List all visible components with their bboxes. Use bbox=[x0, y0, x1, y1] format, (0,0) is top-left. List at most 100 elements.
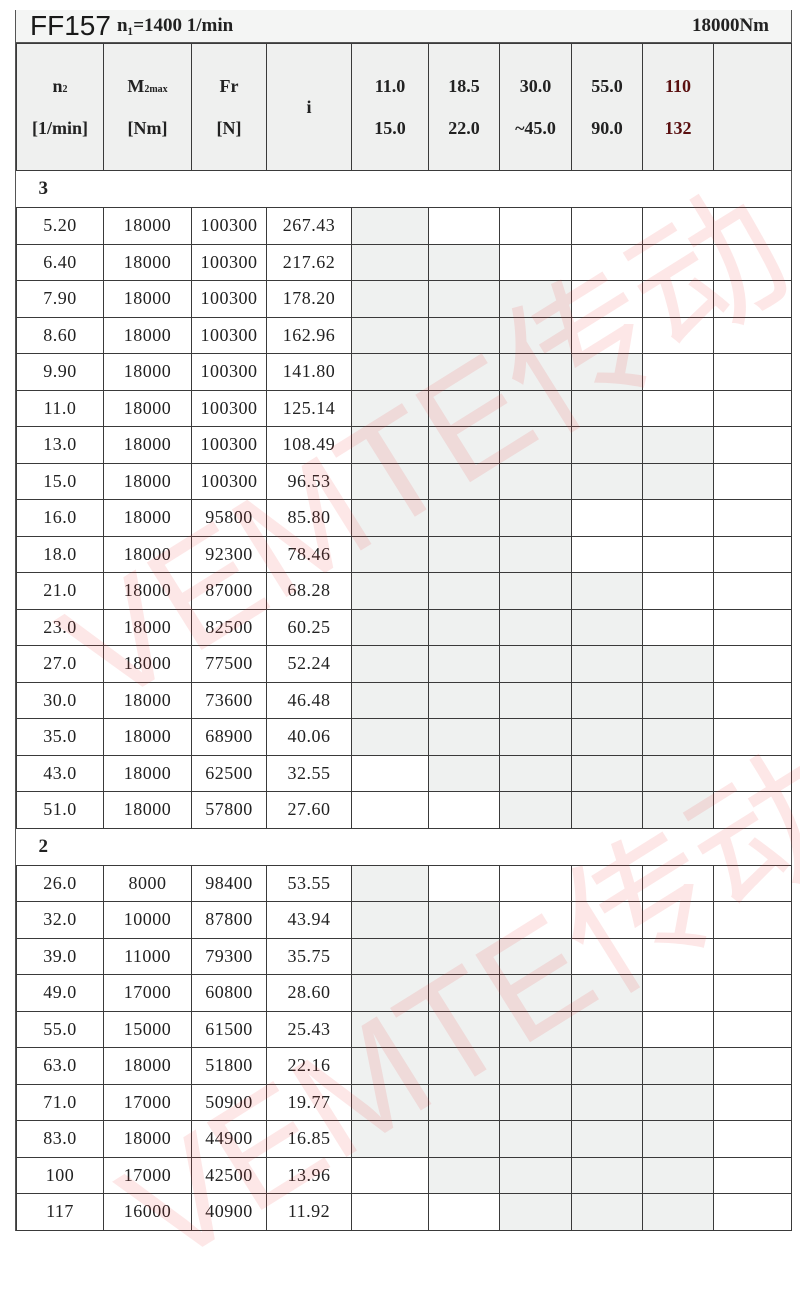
cell-n2: 49.0 bbox=[16, 974, 104, 1012]
motor-power-cell bbox=[499, 718, 572, 756]
table-row: 18.0 18000 92300 78.46 bbox=[16, 535, 792, 573]
motor-power-cell bbox=[571, 353, 643, 391]
cell-fr: 50900 bbox=[191, 1083, 267, 1121]
motor-power-cell bbox=[428, 243, 500, 281]
header-line2: ~45.0 bbox=[515, 118, 556, 138]
motor-power-cell bbox=[351, 207, 429, 245]
table-row: 8.60 18000 100300 162.96 bbox=[16, 316, 792, 354]
cell-fr: 73600 bbox=[191, 681, 267, 719]
cell-fr: 62500 bbox=[191, 754, 267, 792]
motor-power-cell bbox=[571, 1083, 643, 1121]
cell-i: 85.80 bbox=[266, 499, 352, 537]
cell-i: 11.92 bbox=[266, 1193, 352, 1231]
motor-power-cell bbox=[713, 1156, 792, 1194]
motor-power-cell bbox=[428, 608, 500, 646]
motor-power-cell bbox=[428, 535, 500, 573]
motor-power-cell bbox=[571, 681, 643, 719]
motor-power-cell bbox=[713, 1193, 792, 1231]
cell-m2: 17000 bbox=[103, 1083, 192, 1121]
cell-m2: 18000 bbox=[103, 389, 192, 427]
table-row: 100 17000 42500 13.96 bbox=[16, 1156, 792, 1194]
performance-table-container: FF157 n₁=1400 1/min 18000Nm n2 [1/min] M2m… bbox=[15, 10, 792, 1231]
cell-i: 53.55 bbox=[266, 864, 352, 902]
table-row: 7.90 18000 100300 178.20 bbox=[16, 280, 792, 318]
motor-power-cell bbox=[571, 462, 643, 500]
motor-power-cell bbox=[499, 1156, 572, 1194]
cell-i: 32.55 bbox=[266, 754, 352, 792]
motor-power-cell bbox=[713, 1010, 792, 1048]
cell-m2: 18000 bbox=[103, 754, 192, 792]
cell-fr: 57800 bbox=[191, 791, 267, 829]
table-row: 30.0 18000 73600 46.48 bbox=[16, 681, 792, 719]
motor-power-cell bbox=[642, 353, 714, 391]
cell-n2: 15.0 bbox=[16, 462, 104, 500]
motor-power-cell bbox=[713, 974, 792, 1012]
cell-n2: 6.40 bbox=[16, 243, 104, 281]
motor-power-cell bbox=[713, 901, 792, 939]
table-row: 49.0 17000 60800 28.60 bbox=[16, 974, 792, 1012]
motor-power-cell bbox=[571, 243, 643, 281]
motor-power-cell bbox=[499, 754, 572, 792]
motor-power-cell bbox=[713, 499, 792, 537]
cell-m2: 18000 bbox=[103, 1120, 192, 1158]
cell-m2: 18000 bbox=[103, 718, 192, 756]
cell-fr: 79300 bbox=[191, 937, 267, 975]
cell-i: 141.80 bbox=[266, 353, 352, 391]
motor-power-cell bbox=[499, 280, 572, 318]
motor-power-cell bbox=[428, 937, 500, 975]
cell-i: 162.96 bbox=[266, 316, 352, 354]
column-header: n2 [1/min] bbox=[16, 43, 104, 171]
table-row: 39.0 11000 79300 35.75 bbox=[16, 937, 792, 975]
motor-power-cell bbox=[351, 791, 429, 829]
motor-power-cell bbox=[428, 864, 500, 902]
motor-power-cell bbox=[713, 535, 792, 573]
cell-fr: 100300 bbox=[191, 207, 267, 245]
table-row: 21.0 18000 87000 68.28 bbox=[16, 572, 792, 610]
header-line1: 55.0 bbox=[591, 76, 623, 96]
motor-power-cell bbox=[713, 1047, 792, 1085]
motor-power-cell bbox=[499, 243, 572, 281]
cell-n2: 16.0 bbox=[16, 499, 104, 537]
motor-power-cell bbox=[713, 353, 792, 391]
motor-power-cell bbox=[571, 1010, 643, 1048]
motor-power-cell bbox=[499, 353, 572, 391]
column-header: 55.0 90.0 bbox=[571, 43, 643, 171]
motor-power-cell bbox=[351, 681, 429, 719]
cell-n2: 39.0 bbox=[16, 937, 104, 975]
cell-m2: 18000 bbox=[103, 462, 192, 500]
motor-power-cell bbox=[351, 389, 429, 427]
input-speed: n₁=1400 1/min bbox=[116, 15, 234, 36]
motor-power-cell bbox=[642, 572, 714, 610]
motor-power-cell bbox=[351, 901, 429, 939]
motor-power-cell bbox=[642, 974, 714, 1012]
motor-power-cell bbox=[499, 791, 572, 829]
motor-power-cell bbox=[642, 207, 714, 245]
motor-power-cell bbox=[351, 974, 429, 1012]
cell-i: 108.49 bbox=[266, 426, 352, 464]
motor-power-cell bbox=[642, 243, 714, 281]
column-header: M2max [Nm] bbox=[103, 43, 192, 171]
motor-power-cell bbox=[499, 937, 572, 975]
motor-power-cell bbox=[351, 426, 429, 464]
cell-n2: 55.0 bbox=[16, 1010, 104, 1048]
cell-fr: 100300 bbox=[191, 353, 267, 391]
motor-power-cell bbox=[571, 1047, 643, 1085]
motor-power-cell bbox=[499, 974, 572, 1012]
header-line2: [1/min] bbox=[32, 118, 88, 138]
cell-m2: 18000 bbox=[103, 645, 192, 683]
motor-power-cell bbox=[499, 1010, 572, 1048]
motor-power-cell bbox=[642, 864, 714, 902]
motor-power-cell bbox=[713, 718, 792, 756]
cell-i: 125.14 bbox=[266, 389, 352, 427]
motor-power-cell bbox=[571, 864, 643, 902]
motor-power-cell bbox=[499, 316, 572, 354]
motor-power-cell bbox=[571, 280, 643, 318]
motor-power-cell bbox=[428, 645, 500, 683]
header-line1: 30.0 bbox=[519, 76, 552, 96]
cell-n2: 13.0 bbox=[16, 426, 104, 464]
header-line1: 11.0 bbox=[374, 76, 406, 96]
cell-i: 43.94 bbox=[266, 901, 352, 939]
header-subscript: 2max bbox=[144, 84, 168, 95]
motor-power-cell bbox=[351, 280, 429, 318]
motor-power-cell bbox=[428, 1156, 500, 1194]
